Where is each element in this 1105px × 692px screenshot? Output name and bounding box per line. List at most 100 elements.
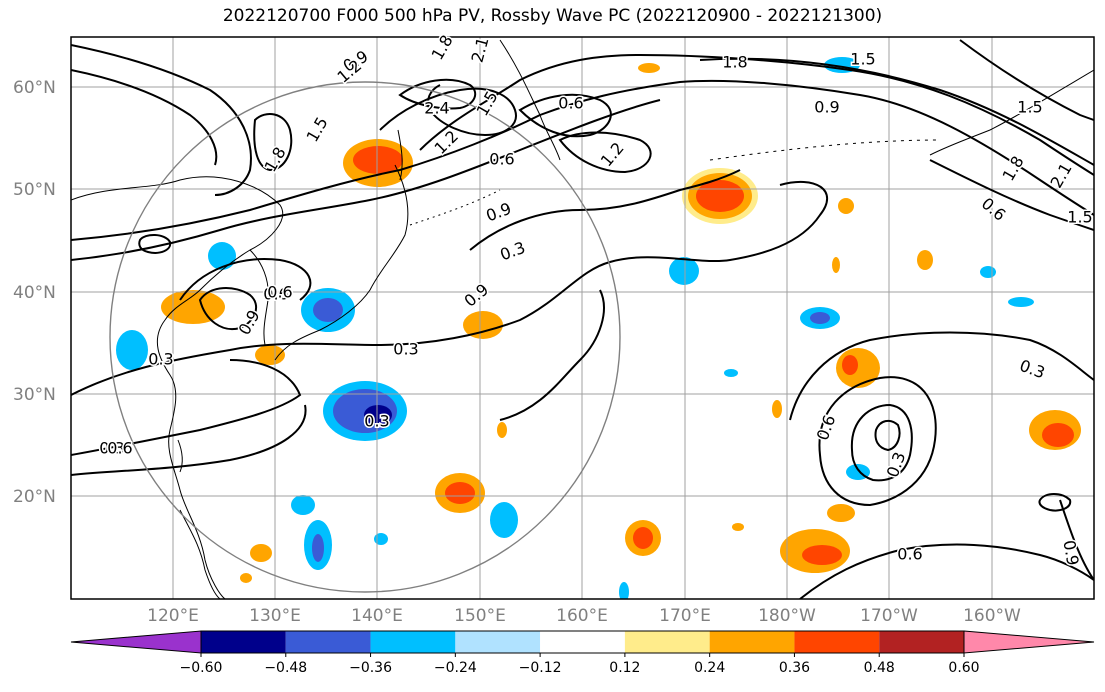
- contour-label: 1.5: [850, 50, 875, 69]
- colorbar-extend-max: [963, 630, 1095, 654]
- contour-label: 0.6: [558, 94, 583, 113]
- coastlines: [71, 39, 1094, 599]
- contour-label: 0.3: [393, 340, 418, 359]
- neg-blob: [313, 298, 343, 322]
- pos-blob: [772, 400, 782, 418]
- philippines: [179, 509, 221, 599]
- lat-label-40n: 40°N: [13, 283, 56, 303]
- contour-label: 2.4: [424, 99, 449, 118]
- pos-blob: [255, 345, 285, 365]
- contour-label: 1.5: [303, 114, 332, 146]
- neg-blob: [312, 534, 324, 562]
- colorbar-segment: [370, 631, 456, 653]
- contour-0.3-far-se: [1059, 499, 1094, 581]
- contour-label: 1.8: [722, 53, 747, 72]
- contour-label: 1.2: [597, 139, 628, 171]
- colorbar-segment: [540, 631, 625, 653]
- lon-label-130e: 130°E: [249, 606, 301, 626]
- colorbar-tick-label: 0.36: [779, 660, 810, 676]
- neg-blob: [980, 266, 996, 278]
- lon-label-140e: 140°E: [351, 606, 403, 626]
- neg-blob: [364, 405, 392, 425]
- contour-1.8-east: [699, 57, 1094, 166]
- contour-label: 0.3: [99, 439, 124, 458]
- colorbar-tick-label: −0.48: [264, 660, 307, 676]
- colorbar-tick-label: 0.60: [948, 660, 979, 676]
- pos-blob: [842, 355, 858, 375]
- colorbar-extend-min: [70, 630, 202, 654]
- contour-label: 0.6: [897, 545, 922, 564]
- contour-label: 1.8: [261, 144, 290, 176]
- neg-blob: [374, 533, 388, 545]
- neg-blob: [208, 242, 236, 270]
- colorbar-tick-label: −0.12: [519, 660, 562, 676]
- map-frame: [70, 36, 1095, 600]
- colorbar-segment: [794, 631, 880, 653]
- contour-0.9-sw: [198, 287, 258, 331]
- latitude-labels: 60°N 50°N 40°N 30°N 20°N: [13, 78, 56, 507]
- contour-label: 0.6: [107, 439, 132, 458]
- contour-labels: 0.9 1.8 2.11.21.52.4 1.51.80.6 0.91.80.61.2 1…: [98, 30, 1094, 568]
- aleutians: [709, 139, 941, 161]
- colorbar-segment: [879, 631, 964, 653]
- contour-0.3: [71, 180, 828, 396]
- contour-label: 0.3: [497, 238, 527, 265]
- lat-label-60n: 60°N: [13, 78, 56, 98]
- colorbar-segment: [285, 631, 371, 653]
- contour-0.3-north: [469, 169, 741, 251]
- pos-blob: [827, 504, 855, 522]
- contour-label: 0.9: [235, 307, 264, 339]
- taiwan: [177, 439, 183, 473]
- contour-small-2: [1038, 493, 1072, 512]
- contour-1.2-kam: [558, 131, 652, 174]
- colorbar-tick-label: −0.36: [349, 660, 392, 676]
- alaska-coast: [929, 69, 1094, 156]
- colorbar-tick-label: −0.24: [434, 660, 477, 676]
- lon-label-150e: 150°E: [454, 606, 506, 626]
- contour-label: 2.1: [468, 35, 493, 65]
- contour-1.8-west: [253, 113, 293, 172]
- contour-label: 0.6: [978, 194, 1010, 225]
- pos-blob: [732, 523, 744, 531]
- colorbar-frame: [200, 630, 965, 654]
- lon-label-180w: 180°W: [758, 606, 816, 626]
- neg-blob: [619, 582, 629, 599]
- pos-blob: [497, 422, 507, 438]
- contour-label: 0.3: [148, 350, 173, 369]
- longitude-labels: 120°E 130°E 140°E 150°E 160°E 170°E 180°…: [147, 606, 1021, 626]
- contour-0.3-low-ring: [789, 331, 1094, 421]
- lon-label-120e: 120°E: [147, 606, 199, 626]
- contour-label: 0.3: [883, 449, 910, 479]
- colorbar-segment: [624, 631, 710, 653]
- contour-0.6-west: [179, 258, 312, 301]
- contour-label: 0.6: [813, 412, 840, 442]
- contour-0.6-north: [71, 99, 661, 261]
- neg-blob: [669, 257, 699, 285]
- contour-label: 0.3: [1017, 356, 1047, 383]
- lon-label-160e: 160°E: [556, 606, 608, 626]
- pos-blob: [463, 311, 503, 339]
- contour-0.6-east: [929, 159, 1094, 231]
- contour-label: 1.8: [999, 153, 1028, 185]
- pos-blob: [161, 290, 225, 324]
- pos-blob: [1042, 423, 1074, 447]
- contour-label: 0.9: [461, 280, 493, 311]
- contour-small-1: [138, 234, 172, 254]
- neg-blob: [291, 495, 315, 515]
- colorbar-tick-label: 0.48: [864, 660, 895, 676]
- contour-2.4: [398, 78, 477, 110]
- contour-label: 0.3: [364, 412, 389, 431]
- contour-1.5-north: [71, 44, 252, 196]
- colorbar-tick-label: 0.24: [694, 660, 725, 676]
- lon-label-170e: 170°E: [659, 606, 711, 626]
- contour-1.8-north: [71, 69, 218, 166]
- contour-1.2-low: [874, 419, 901, 452]
- lon-label-170w: 170°W: [860, 606, 918, 626]
- lat-label-50n: 50°N: [13, 180, 56, 200]
- neg-blob: [724, 369, 738, 377]
- neg-blob: [810, 312, 830, 324]
- contour-0.3-se: [799, 543, 1094, 599]
- pos-blob: [250, 544, 272, 562]
- pos-blob: [445, 482, 475, 504]
